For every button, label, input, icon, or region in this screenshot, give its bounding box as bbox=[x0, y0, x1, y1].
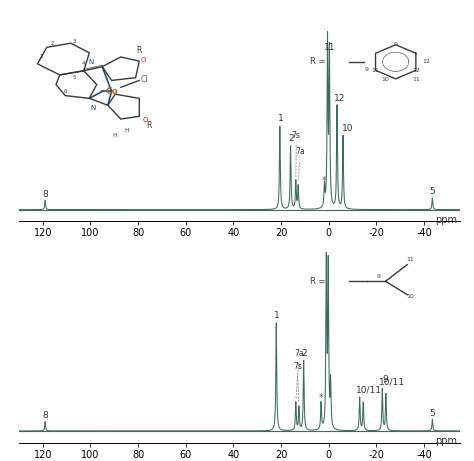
Text: 10: 10 bbox=[342, 124, 353, 133]
Text: 11: 11 bbox=[324, 43, 336, 52]
Text: 10/11: 10/11 bbox=[379, 377, 405, 386]
Text: ppm: ppm bbox=[436, 215, 457, 225]
Text: 7a: 7a bbox=[295, 148, 305, 182]
Text: 7s: 7s bbox=[293, 362, 302, 403]
Text: 5: 5 bbox=[429, 408, 435, 418]
Text: 2: 2 bbox=[289, 134, 294, 143]
Text: 10/11: 10/11 bbox=[356, 385, 382, 394]
Text: ppm: ppm bbox=[436, 436, 457, 446]
Text: 8: 8 bbox=[42, 190, 48, 199]
Text: 1: 1 bbox=[274, 311, 280, 319]
Text: 7a: 7a bbox=[294, 349, 304, 398]
Text: 8: 8 bbox=[42, 411, 48, 420]
Text: *: * bbox=[322, 177, 327, 186]
Text: 9: 9 bbox=[383, 375, 388, 384]
Text: 12: 12 bbox=[334, 94, 346, 103]
Text: *: * bbox=[319, 393, 323, 402]
Text: 5: 5 bbox=[429, 187, 435, 196]
Text: 1: 1 bbox=[277, 114, 283, 123]
Text: 2: 2 bbox=[302, 349, 308, 358]
Text: 7s: 7s bbox=[292, 131, 301, 177]
